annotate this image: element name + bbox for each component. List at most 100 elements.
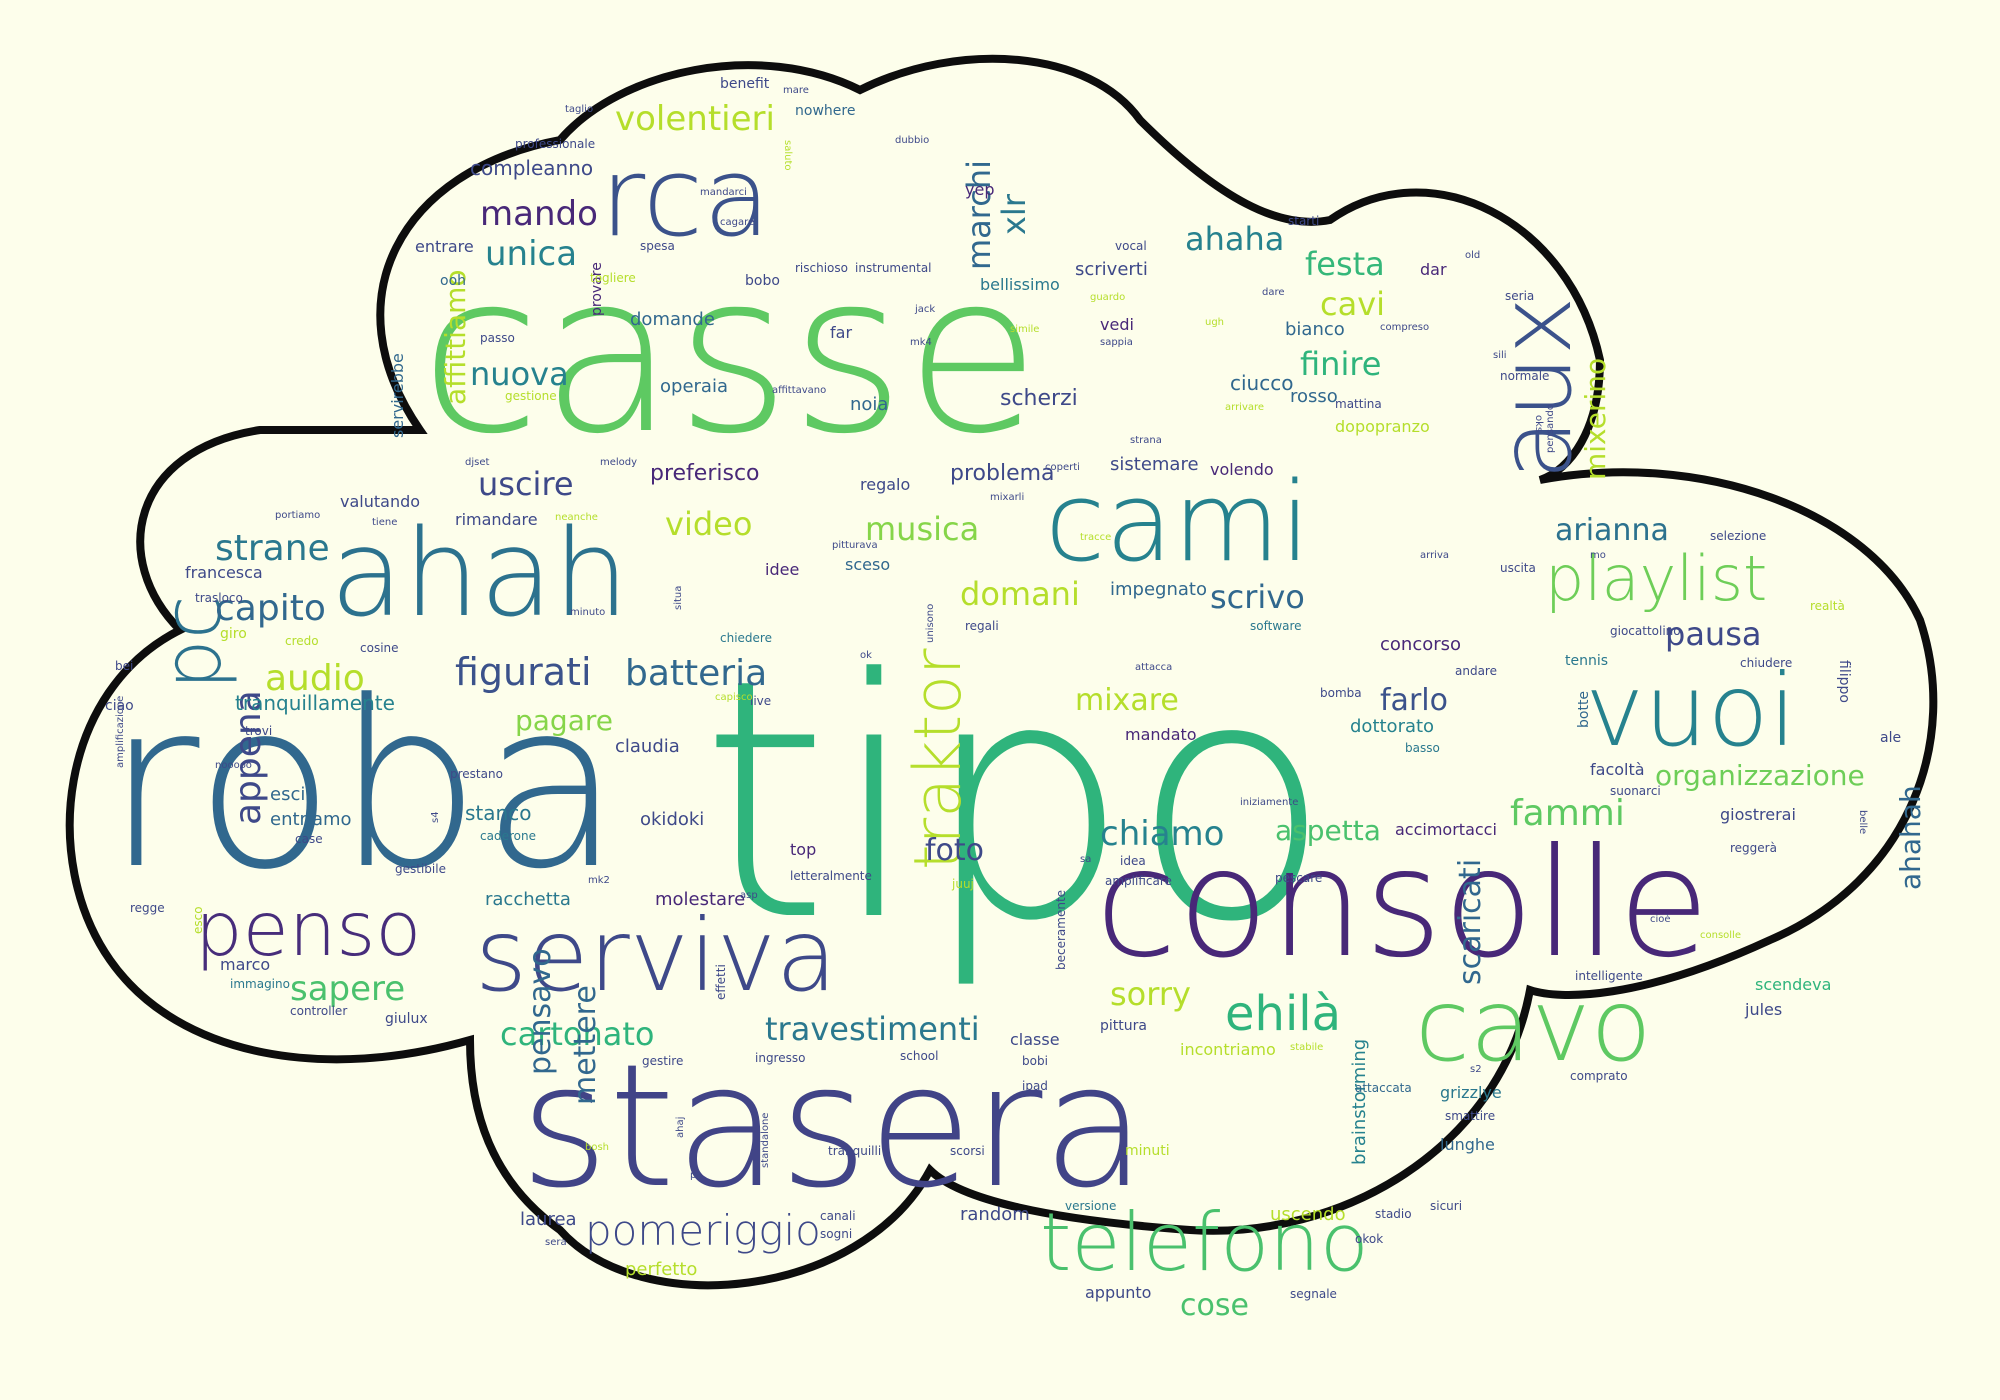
word-rca: rca [600,133,771,261]
word-amplificare: amplificare [1105,874,1172,888]
word-nuova: nuova [470,355,569,393]
word-tracce: tracce [1080,532,1111,543]
word-dare: dare [1262,287,1285,298]
word-sili: sili [1493,350,1507,361]
word-travestimenti: travestimenti [765,1010,980,1048]
word-ale: ale [1880,730,1901,746]
word-djset: djset [465,457,489,468]
word-domani: domani [960,575,1080,613]
word-chiedere: chiedere [720,631,772,645]
word-aspetta: aspetta [1275,814,1381,847]
word-realta: realtà [1810,599,1845,613]
word-compreso: compreso [1380,322,1429,333]
word-classe: classe [1010,1030,1060,1049]
word-xlr: xlr [995,193,1033,235]
word-impegnato: impegnato [1110,579,1207,600]
word-rischioso: rischioso [795,261,848,275]
word-school: school [900,1049,938,1063]
word-saluto: saluto [782,140,793,171]
word-servirebbe: servirebbe [388,353,407,438]
word-vibealli: s4 [430,811,441,823]
word-entrare: entrare [415,237,474,256]
word-capito: capito [215,588,326,629]
word-musica: musica [865,510,979,548]
word-sceso: sceso [845,555,890,574]
word-minuti: minuti [1125,1143,1170,1159]
word-molestare: molestare [655,889,745,910]
word-simile: simile [1010,324,1039,335]
word-trovi: trovi [245,724,272,738]
word-amplificazione: amplificazione [115,696,126,768]
word-mixare: mixare [1075,683,1179,718]
word-software: software [1250,619,1302,633]
word-tipo: tipo [700,609,1332,993]
word-prestano: prestano [450,767,503,781]
word-festa: festa [1305,245,1385,283]
word-andare: andare [1455,664,1497,678]
word-capisco: capisco [715,692,753,703]
word-accimortacci: accimortacci [1395,820,1497,839]
word-domande: domande [630,309,715,330]
word-sicuri: sicuri [1430,1199,1462,1213]
word-traktor: traktor [901,648,976,870]
word-sorry: sorry [1110,975,1191,1013]
word-bobi: bobi [1022,1054,1048,1068]
word-belle: belle [1857,810,1868,834]
word-asp: asp [740,890,758,901]
word-penso: penso [195,885,421,973]
word-jack: jack [914,304,935,315]
word-aux: aux [1477,296,1594,480]
word-beceramente: beceramente [1054,890,1068,970]
word-filippo: filippo [1836,660,1852,703]
word-finire: finire [1300,345,1381,383]
word-preferisco: preferisco [650,461,760,486]
word-marchi: marchi [960,160,998,270]
word-telefono: telefono [1040,1196,1369,1289]
word-suonarci: suonarci [1610,784,1661,798]
word-attaccata: attaccata [1355,1081,1412,1095]
word-cagare: cagare [720,217,754,228]
word-tranquillamente: tranquillamente [235,691,395,715]
word-problema: problema [950,461,1055,486]
word-grizzlye: grizzlye [1440,1083,1502,1102]
word-stadio: stadio [1375,1207,1412,1221]
word-lunghe: lunghe [1440,1135,1495,1154]
word-incontriamo: incontriamo [1180,1040,1276,1059]
word-regalo: regalo [860,475,910,494]
word-letteralmente: letteralmente [790,869,872,883]
word-guardo: guardo [1090,292,1125,303]
word-gestione: gestione [505,389,557,403]
word-mattina: mattina [1335,397,1382,411]
word-togliere: togliere [590,271,636,285]
word-scherzi: scherzi [1000,386,1078,411]
word-facolta: facoltà [1590,760,1645,779]
word-iniziamente: iniziamente [1240,797,1298,808]
word-esci: esci [270,784,305,805]
word-fammi: fammi [1510,793,1625,834]
word-bobo: bobo [745,273,780,289]
word-appena: appena [228,690,269,825]
word-concorso: concorso [1380,634,1461,655]
word-scorsi: scorsi [950,1144,985,1158]
word-idee: idee [765,560,799,579]
word-mandarci: mandarci [700,187,747,198]
word-scaricati: scaricati [1453,859,1488,985]
word-giostrerai: giostrerai [1720,805,1796,824]
word-figurati: figurati [455,650,592,694]
word-botte: botte [1576,691,1592,728]
word-ciao: ciao [105,698,134,714]
word-unisono: unisono [925,604,936,643]
word-mo: mo [1590,550,1606,561]
word-claudia: claudia [615,736,680,757]
word-regge: regge [130,901,165,915]
word-segnale: segnale [1290,1287,1337,1301]
word-rosso: rosso [1290,386,1338,407]
word-nowhere: nowhere [795,103,855,119]
word-pitturava: pittura [1100,1018,1147,1034]
word-professionale: professionale [515,137,595,151]
word-compleanno: compleanno [470,156,593,180]
word-intelligente: intelligente [1575,969,1643,983]
word-ahah: ahah [330,505,629,644]
